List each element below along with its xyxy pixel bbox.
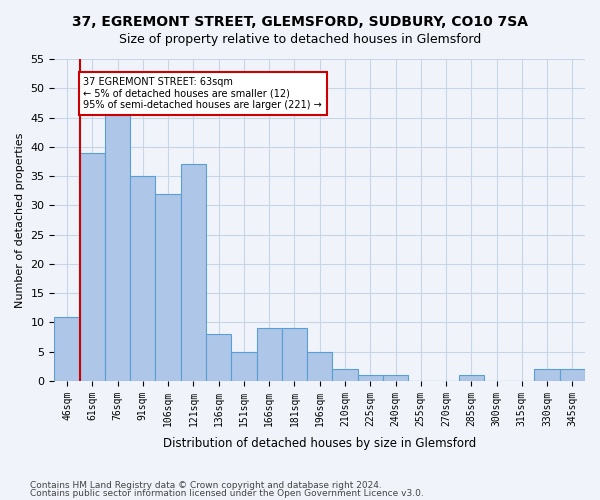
Text: Contains public sector information licensed under the Open Government Licence v3: Contains public sector information licen… — [30, 488, 424, 498]
Bar — [560, 369, 585, 381]
Bar — [130, 176, 155, 381]
Text: Size of property relative to detached houses in Glemsford: Size of property relative to detached ho… — [119, 32, 481, 46]
Bar — [458, 375, 484, 381]
Bar — [206, 334, 231, 381]
Bar — [105, 112, 130, 381]
Bar — [181, 164, 206, 381]
X-axis label: Distribution of detached houses by size in Glemsford: Distribution of detached houses by size … — [163, 437, 476, 450]
Bar — [535, 369, 560, 381]
Bar — [383, 375, 408, 381]
Bar — [55, 316, 80, 381]
Bar — [282, 328, 307, 381]
Text: 37, EGREMONT STREET, GLEMSFORD, SUDBURY, CO10 7SA: 37, EGREMONT STREET, GLEMSFORD, SUDBURY,… — [72, 15, 528, 29]
Bar — [307, 352, 332, 381]
Text: Contains HM Land Registry data © Crown copyright and database right 2024.: Contains HM Land Registry data © Crown c… — [30, 481, 382, 490]
Y-axis label: Number of detached properties: Number of detached properties — [15, 132, 25, 308]
Bar — [155, 194, 181, 381]
Bar — [231, 352, 257, 381]
Bar — [257, 328, 282, 381]
Bar — [358, 375, 383, 381]
Text: 37 EGREMONT STREET: 63sqm
← 5% of detached houses are smaller (12)
95% of semi-d: 37 EGREMONT STREET: 63sqm ← 5% of detach… — [83, 76, 322, 110]
Bar — [80, 152, 105, 381]
Bar — [332, 369, 358, 381]
